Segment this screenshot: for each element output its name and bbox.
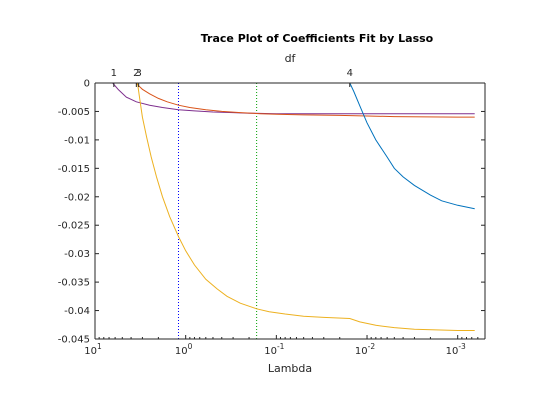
plot-area bbox=[95, 83, 485, 339]
y-tick-label: 0 bbox=[84, 79, 90, 90]
y-tick-label: -0.02 bbox=[64, 192, 90, 203]
axes-group: 0 -0.005 -0.01 -0.015 -0.02 -0.025 -0.03 -0.035… bbox=[58, 68, 486, 357]
reference-lines bbox=[177, 83, 258, 339]
series-line-1 bbox=[112, 82, 475, 115]
y-tick-label: -0.015 bbox=[58, 164, 90, 175]
y-tick-label: -0.025 bbox=[58, 221, 90, 232]
series-line-4 bbox=[95, 82, 475, 210]
y-tick-label: -0.005 bbox=[58, 107, 90, 118]
x-tick-base: 10 bbox=[84, 346, 97, 357]
series-line-2 bbox=[95, 82, 475, 118]
top-axis-label: df bbox=[285, 52, 297, 65]
x-tick-base: 10 bbox=[264, 346, 277, 357]
series-group bbox=[95, 82, 475, 331]
y-tick-label: -0.03 bbox=[64, 249, 90, 260]
df-tick-label: 3 bbox=[135, 68, 141, 79]
chart-title: Trace Plot of Coefficients Fit by Lasso bbox=[201, 32, 434, 45]
x-axis-label: Lambda bbox=[268, 362, 312, 375]
x-tick-label: 10-3 bbox=[446, 342, 466, 357]
df-tick-label: 1 bbox=[111, 68, 117, 79]
x-tick-exponent: 0 bbox=[188, 342, 193, 351]
x-tick-exponent: -2 bbox=[368, 342, 376, 351]
df-tick-label: 2 bbox=[133, 68, 139, 79]
df-tick-label: 4 bbox=[347, 68, 353, 79]
x-tick-label: 10-2 bbox=[355, 342, 375, 357]
x-tick-exponent: 1 bbox=[97, 342, 102, 351]
x-tick-label: 10-1 bbox=[264, 342, 284, 357]
y-tick-label: -0.035 bbox=[58, 278, 90, 289]
y-tick-label: -0.01 bbox=[64, 135, 90, 146]
y-tick-label: -0.04 bbox=[64, 306, 90, 317]
x-tick-base: 10 bbox=[446, 346, 459, 357]
x-tick-exponent: -1 bbox=[277, 342, 285, 351]
x-tick-exponent: -3 bbox=[458, 342, 466, 351]
x-tick-label: 101 bbox=[84, 342, 102, 357]
x-tick-label: 100 bbox=[175, 342, 193, 357]
x-tick-base: 10 bbox=[175, 346, 188, 357]
series-line-3 bbox=[137, 82, 475, 331]
x-tick-base: 10 bbox=[355, 346, 368, 357]
y-tick-label: -0.045 bbox=[58, 335, 90, 346]
